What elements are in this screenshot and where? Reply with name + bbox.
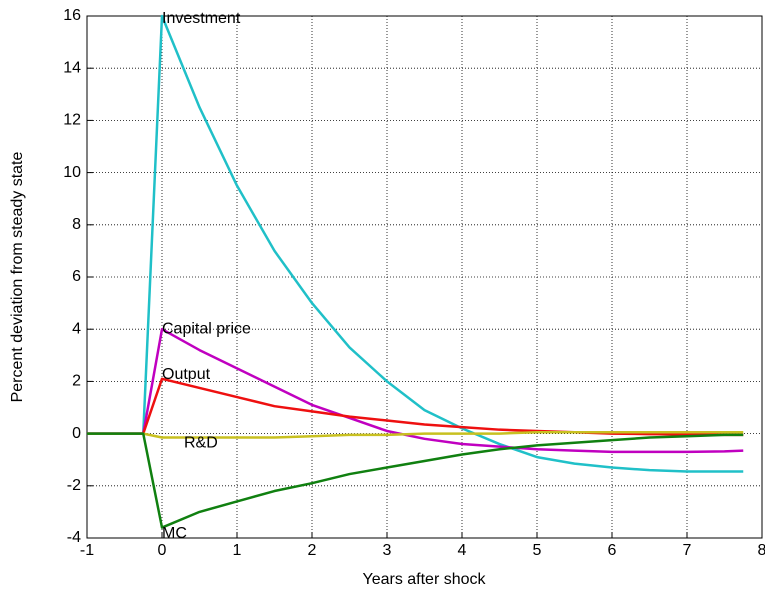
x-tick-label: 8 xyxy=(758,542,765,559)
y-tick-label: -4 xyxy=(67,529,81,546)
y-axis-label: Percent deviation from steady state xyxy=(9,152,26,403)
x-tick-label: 5 xyxy=(533,542,542,559)
x-tick-label: 1 xyxy=(233,542,242,559)
series-line xyxy=(87,431,744,439)
y-tick-label: 2 xyxy=(72,373,81,390)
series-label: Capital price xyxy=(162,320,251,337)
x-axis-label: Years after shock xyxy=(362,571,486,588)
series-label: R&D xyxy=(184,435,218,452)
y-tick-label: 14 xyxy=(63,59,81,76)
series-line xyxy=(87,432,744,529)
series-label: MC xyxy=(162,525,187,542)
y-tick-label: 4 xyxy=(72,320,81,337)
series-line xyxy=(87,377,744,437)
y-tick-label: 10 xyxy=(63,164,81,181)
x-tick-label: 4 xyxy=(458,542,467,559)
series-label: Investment xyxy=(162,10,241,27)
y-tick-label: 0 xyxy=(72,425,81,442)
y-tick-label: 16 xyxy=(63,7,81,24)
x-tick-label: 6 xyxy=(608,542,617,559)
y-tick-label: 12 xyxy=(63,112,81,129)
x-tick-label: 3 xyxy=(383,542,392,559)
y-tick-label: 8 xyxy=(72,216,81,233)
x-tick-label: 0 xyxy=(158,542,167,559)
x-tick-label: -1 xyxy=(80,542,94,559)
x-tick-label: 2 xyxy=(308,542,317,559)
x-tick-label: 7 xyxy=(683,542,692,559)
y-tick-label: -2 xyxy=(67,477,81,494)
series-label: Output xyxy=(162,366,211,383)
y-tick-label: 6 xyxy=(72,268,81,285)
series-line xyxy=(87,14,744,473)
